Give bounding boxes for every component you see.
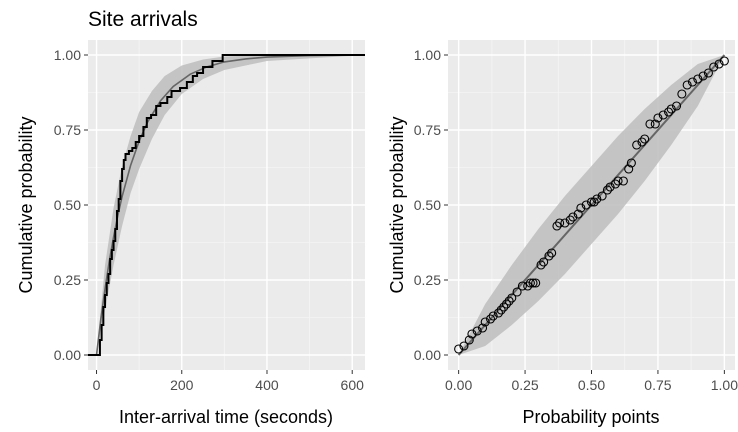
right-y-axis: 0.00 0.25 0.50 0.75 1.00	[414, 47, 448, 363]
data-point	[576, 203, 586, 213]
data-point	[610, 179, 620, 189]
data-point	[709, 62, 719, 72]
data-point	[605, 182, 615, 192]
data-point	[637, 137, 647, 147]
data-point	[597, 191, 607, 201]
data-point	[472, 326, 482, 336]
data-point	[592, 194, 602, 204]
data-point	[677, 89, 687, 99]
data-point	[547, 248, 557, 258]
data-point	[454, 344, 464, 354]
x-tick-label: 0.00	[445, 377, 472, 393]
data-point	[552, 221, 562, 231]
data-point	[493, 308, 504, 318]
left-empirical-step-line	[88, 54, 365, 356]
x-tick-label: 600	[341, 377, 365, 393]
data-point	[666, 104, 676, 114]
left-y-axis-title: Cumulative probability	[16, 116, 36, 293]
left-x-axis: 0 200 400 600	[93, 370, 364, 393]
data-point	[560, 218, 570, 228]
y-tick-label: 0.25	[54, 272, 81, 288]
data-point	[581, 200, 591, 210]
x-tick-label: 0.50	[578, 377, 605, 393]
data-point	[645, 119, 655, 129]
data-point	[586, 197, 597, 207]
right-x-axis: 0.00 0.25 0.50 0.75 1.00	[445, 370, 738, 393]
left-panel: 0 200 400 600 0.00 0.25 0.50 0.75 1.00 Inter-ar…	[16, 40, 366, 427]
y-tick-label: 0.50	[54, 197, 81, 213]
data-point	[602, 185, 612, 195]
data-point	[719, 56, 729, 66]
data-point	[613, 176, 623, 186]
right-y-axis-title: Cumulative probability	[387, 116, 407, 293]
y-tick-label: 1.00	[54, 47, 81, 63]
y-tick-label: 0.00	[414, 347, 441, 363]
data-point	[496, 305, 506, 315]
x-tick-label: 200	[170, 377, 194, 393]
right-points	[454, 56, 729, 354]
data-point	[589, 197, 599, 207]
y-tick-label: 0.75	[54, 122, 81, 138]
data-point	[477, 323, 488, 333]
y-tick-label: 0.50	[414, 197, 441, 213]
data-point	[467, 329, 477, 339]
data-point	[507, 293, 517, 303]
data-point	[650, 119, 660, 129]
data-point	[671, 101, 682, 111]
data-point	[626, 158, 636, 168]
data-point	[501, 299, 512, 309]
data-point	[703, 68, 713, 78]
data-point	[499, 302, 509, 312]
data-point	[632, 140, 642, 150]
data-point	[698, 71, 708, 81]
data-point	[523, 281, 533, 291]
right-x-axis-title: Probability points	[522, 407, 659, 427]
data-point	[568, 212, 578, 222]
data-point	[528, 278, 538, 288]
data-point	[624, 164, 634, 174]
x-tick-label: 0.25	[511, 377, 538, 393]
left-y-axis: 0.00 0.25 0.50 0.75 1.00	[54, 47, 88, 363]
data-point	[464, 335, 474, 345]
chart-title: Site arrivals	[88, 8, 198, 31]
data-point	[653, 113, 663, 123]
data-point	[539, 257, 549, 267]
data-point	[693, 74, 703, 84]
data-point	[488, 311, 498, 321]
data-point	[714, 59, 724, 69]
x-tick-label: 0	[93, 377, 101, 393]
data-point	[525, 278, 535, 288]
y-tick-label: 0.25	[414, 272, 441, 288]
data-point	[517, 281, 527, 291]
right-panel: 0.00 0.25 0.50 0.75 1.00 0.00 0.25 0.50 0.75 1.0…	[387, 40, 738, 427]
data-point	[512, 287, 522, 297]
data-point	[544, 251, 554, 261]
data-point	[485, 314, 496, 324]
data-point	[640, 134, 650, 144]
x-tick-label: 1.00	[711, 377, 738, 393]
data-point	[565, 215, 575, 225]
data-point	[531, 278, 541, 288]
y-tick-label: 0.75	[414, 122, 441, 138]
data-point	[480, 317, 490, 327]
data-point	[618, 176, 628, 186]
data-point	[687, 77, 698, 87]
left-panel-grid	[88, 40, 365, 370]
data-point	[459, 341, 469, 351]
y-tick-label: 0.00	[54, 347, 81, 363]
data-point	[555, 218, 565, 228]
y-tick-label: 1.00	[414, 47, 441, 63]
data-point	[573, 209, 583, 219]
data-point	[682, 80, 692, 90]
x-tick-label: 400	[255, 377, 279, 393]
x-tick-label: 0.75	[644, 377, 671, 393]
data-point	[504, 296, 514, 306]
data-point	[664, 107, 674, 117]
left-x-axis-title: Inter-arrival time (seconds)	[119, 407, 333, 427]
data-point	[536, 260, 546, 270]
data-point	[658, 110, 668, 120]
